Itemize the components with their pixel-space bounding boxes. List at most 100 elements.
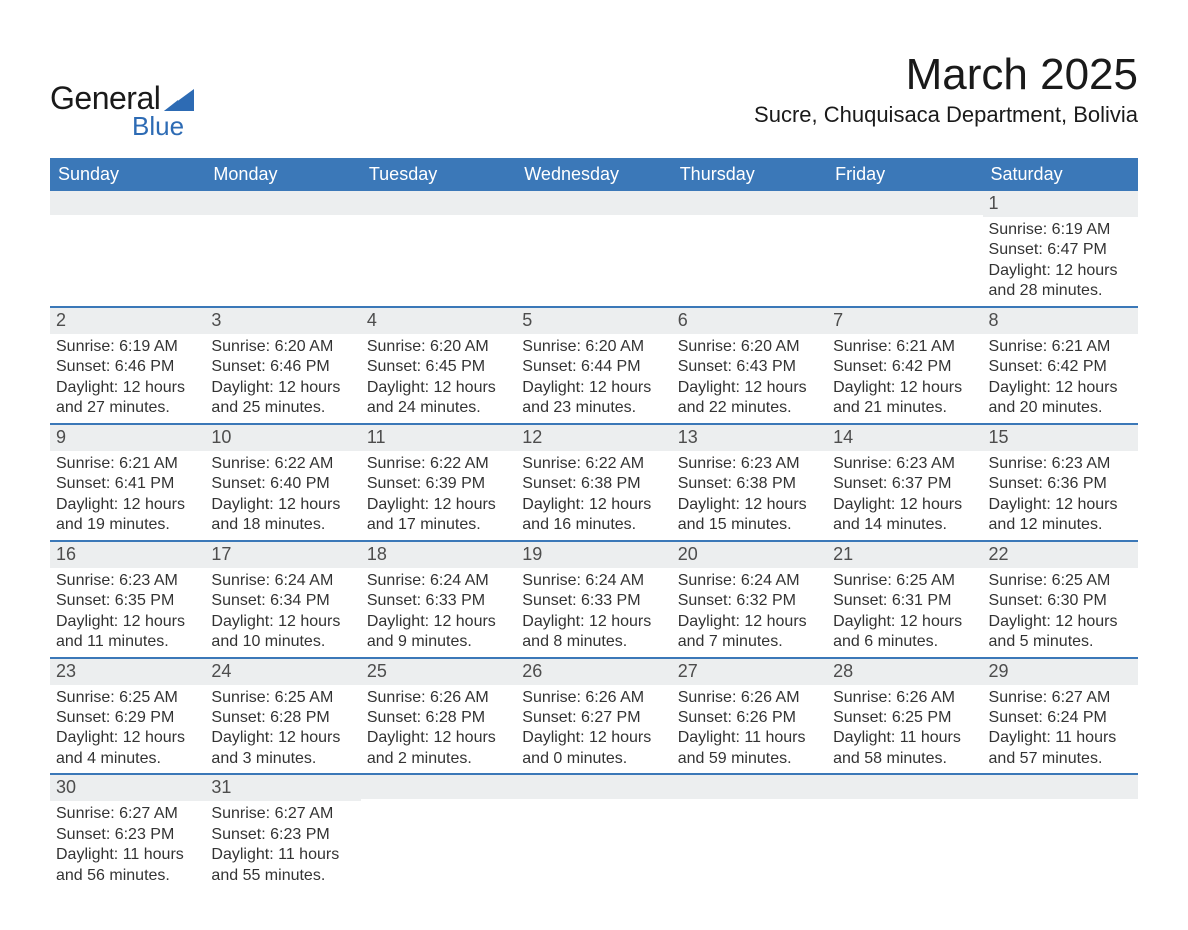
- calendar-cell: 5Sunrise: 6:20 AMSunset: 6:44 PMDaylight…: [516, 307, 671, 424]
- sunrise-line: Sunrise: 6:24 AM: [678, 571, 821, 591]
- day-number-bar: 18: [361, 542, 516, 568]
- sunrise-line: Sunrise: 6:23 AM: [833, 454, 976, 474]
- daylight-line: Daylight: 12 hours and 20 minutes.: [989, 378, 1132, 419]
- day-body: Sunrise: 6:20 AMSunset: 6:43 PMDaylight:…: [672, 334, 827, 423]
- day-body: [361, 799, 516, 877]
- calendar-cell: [516, 191, 671, 307]
- calendar-cell: [827, 191, 982, 307]
- sunrise-line: Sunrise: 6:20 AM: [367, 337, 510, 357]
- sunrise-line: Sunrise: 6:22 AM: [211, 454, 354, 474]
- daylight-line: Daylight: 12 hours and 22 minutes.: [678, 378, 821, 419]
- day-body: Sunrise: 6:25 AMSunset: 6:29 PMDaylight:…: [50, 685, 205, 774]
- day-body: Sunrise: 6:21 AMSunset: 6:42 PMDaylight:…: [827, 334, 982, 423]
- sunset-line: Sunset: 6:31 PM: [833, 591, 976, 611]
- day-number-bar: 3: [205, 308, 360, 334]
- calendar-cell: 13Sunrise: 6:23 AMSunset: 6:38 PMDayligh…: [672, 424, 827, 541]
- day-number-bar: [50, 191, 205, 215]
- sunrise-line: Sunrise: 6:23 AM: [989, 454, 1132, 474]
- calendar-cell: 12Sunrise: 6:22 AMSunset: 6:38 PMDayligh…: [516, 424, 671, 541]
- daylight-line: Daylight: 12 hours and 12 minutes.: [989, 495, 1132, 536]
- calendar-cell: 10Sunrise: 6:22 AMSunset: 6:40 PMDayligh…: [205, 424, 360, 541]
- day-body: [516, 799, 671, 877]
- daylight-line: Daylight: 11 hours and 55 minutes.: [211, 845, 354, 886]
- sunset-line: Sunset: 6:27 PM: [522, 708, 665, 728]
- daylight-line: Daylight: 12 hours and 8 minutes.: [522, 612, 665, 653]
- day-number-bar: 21: [827, 542, 982, 568]
- day-body: Sunrise: 6:25 AMSunset: 6:28 PMDaylight:…: [205, 685, 360, 774]
- calendar-cell: 1Sunrise: 6:19 AMSunset: 6:47 PMDaylight…: [983, 191, 1138, 307]
- sunrise-line: Sunrise: 6:21 AM: [833, 337, 976, 357]
- calendar-cell: 20Sunrise: 6:24 AMSunset: 6:32 PMDayligh…: [672, 541, 827, 658]
- day-body: Sunrise: 6:19 AMSunset: 6:47 PMDaylight:…: [983, 217, 1138, 306]
- day-body: Sunrise: 6:24 AMSunset: 6:32 PMDaylight:…: [672, 568, 827, 657]
- sunset-line: Sunset: 6:25 PM: [833, 708, 976, 728]
- brand-logo: General Blue: [50, 80, 194, 142]
- day-body: Sunrise: 6:26 AMSunset: 6:25 PMDaylight:…: [827, 685, 982, 774]
- calendar-cell: 11Sunrise: 6:22 AMSunset: 6:39 PMDayligh…: [361, 424, 516, 541]
- calendar-cell: [50, 191, 205, 307]
- day-body: Sunrise: 6:22 AMSunset: 6:39 PMDaylight:…: [361, 451, 516, 540]
- calendar-cell: 31Sunrise: 6:27 AMSunset: 6:23 PMDayligh…: [205, 774, 360, 890]
- sunrise-line: Sunrise: 6:26 AM: [367, 688, 510, 708]
- day-number-bar: 7: [827, 308, 982, 334]
- calendar-table: SundayMondayTuesdayWednesdayThursdayFrid…: [50, 158, 1138, 890]
- sunrise-line: Sunrise: 6:25 AM: [833, 571, 976, 591]
- weekday-header: Sunday: [50, 158, 205, 191]
- sunset-line: Sunset: 6:35 PM: [56, 591, 199, 611]
- day-number-bar: 25: [361, 659, 516, 685]
- day-number-bar: [672, 775, 827, 799]
- sunset-line: Sunset: 6:28 PM: [211, 708, 354, 728]
- daylight-line: Daylight: 12 hours and 17 minutes.: [367, 495, 510, 536]
- calendar-week-row: 2Sunrise: 6:19 AMSunset: 6:46 PMDaylight…: [50, 307, 1138, 424]
- day-body: [672, 215, 827, 293]
- calendar-week-row: 16Sunrise: 6:23 AMSunset: 6:35 PMDayligh…: [50, 541, 1138, 658]
- day-number-bar: 15: [983, 425, 1138, 451]
- sunset-line: Sunset: 6:45 PM: [367, 357, 510, 377]
- sunrise-line: Sunrise: 6:25 AM: [56, 688, 199, 708]
- calendar-cell: 14Sunrise: 6:23 AMSunset: 6:37 PMDayligh…: [827, 424, 982, 541]
- calendar-cell: 6Sunrise: 6:20 AMSunset: 6:43 PMDaylight…: [672, 307, 827, 424]
- sunrise-line: Sunrise: 6:27 AM: [56, 804, 199, 824]
- day-number-bar: 8: [983, 308, 1138, 334]
- page-header: General Blue March 2025 Sucre, Chuquisac…: [50, 50, 1138, 142]
- sunset-line: Sunset: 6:28 PM: [367, 708, 510, 728]
- day-number-bar: 16: [50, 542, 205, 568]
- brand-triangle-icon: [164, 89, 194, 111]
- day-number-bar: [516, 775, 671, 799]
- calendar-cell: [205, 191, 360, 307]
- weekday-header: Thursday: [672, 158, 827, 191]
- calendar-body: 1Sunrise: 6:19 AMSunset: 6:47 PMDaylight…: [50, 191, 1138, 890]
- day-body: Sunrise: 6:22 AMSunset: 6:38 PMDaylight:…: [516, 451, 671, 540]
- sunrise-line: Sunrise: 6:24 AM: [367, 571, 510, 591]
- day-number-bar: [672, 191, 827, 215]
- calendar-cell: 15Sunrise: 6:23 AMSunset: 6:36 PMDayligh…: [983, 424, 1138, 541]
- calendar-cell: 27Sunrise: 6:26 AMSunset: 6:26 PMDayligh…: [672, 658, 827, 775]
- calendar-week-row: 23Sunrise: 6:25 AMSunset: 6:29 PMDayligh…: [50, 658, 1138, 775]
- sunrise-line: Sunrise: 6:25 AM: [989, 571, 1132, 591]
- calendar-cell: 29Sunrise: 6:27 AMSunset: 6:24 PMDayligh…: [983, 658, 1138, 775]
- daylight-line: Daylight: 11 hours and 58 minutes.: [833, 728, 976, 769]
- daylight-line: Daylight: 12 hours and 28 minutes.: [989, 261, 1132, 302]
- weekday-header: Saturday: [983, 158, 1138, 191]
- sunrise-line: Sunrise: 6:27 AM: [989, 688, 1132, 708]
- day-number-bar: [827, 191, 982, 215]
- day-number-bar: [361, 191, 516, 215]
- daylight-line: Daylight: 11 hours and 59 minutes.: [678, 728, 821, 769]
- day-body: Sunrise: 6:23 AMSunset: 6:35 PMDaylight:…: [50, 568, 205, 657]
- day-body: Sunrise: 6:25 AMSunset: 6:31 PMDaylight:…: [827, 568, 982, 657]
- day-number-bar: 22: [983, 542, 1138, 568]
- sunrise-line: Sunrise: 6:20 AM: [522, 337, 665, 357]
- day-body: Sunrise: 6:24 AMSunset: 6:33 PMDaylight:…: [361, 568, 516, 657]
- sunset-line: Sunset: 6:38 PM: [678, 474, 821, 494]
- weekday-header: Wednesday: [516, 158, 671, 191]
- weekday-header: Monday: [205, 158, 360, 191]
- calendar-cell: 24Sunrise: 6:25 AMSunset: 6:28 PMDayligh…: [205, 658, 360, 775]
- sunrise-line: Sunrise: 6:22 AM: [367, 454, 510, 474]
- daylight-line: Daylight: 11 hours and 57 minutes.: [989, 728, 1132, 769]
- day-body: Sunrise: 6:23 AMSunset: 6:38 PMDaylight:…: [672, 451, 827, 540]
- sunset-line: Sunset: 6:42 PM: [833, 357, 976, 377]
- calendar-cell: 2Sunrise: 6:19 AMSunset: 6:46 PMDaylight…: [50, 307, 205, 424]
- daylight-line: Daylight: 12 hours and 16 minutes.: [522, 495, 665, 536]
- day-body: [827, 215, 982, 293]
- sunset-line: Sunset: 6:24 PM: [989, 708, 1132, 728]
